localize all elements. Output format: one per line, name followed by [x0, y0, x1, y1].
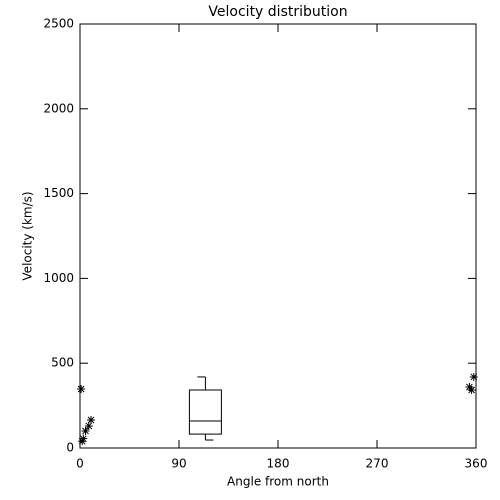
x-tick-label: 270	[366, 457, 389, 471]
point	[465, 382, 474, 391]
chart-title: Velocity distribution	[208, 4, 347, 20]
y-tick-label: 2000	[43, 101, 74, 115]
y-tick-label: 0	[66, 441, 74, 455]
y-tick-label: 1500	[43, 186, 74, 200]
x-axis-label: Angle from north	[227, 475, 329, 489]
point	[87, 416, 95, 425]
x-tick-label: 0	[76, 457, 84, 471]
point	[467, 385, 476, 394]
point	[79, 434, 88, 443]
x-tick-label: 180	[267, 457, 290, 471]
y-tick-label: 500	[51, 356, 74, 370]
point	[77, 384, 86, 393]
y-tick-label: 1000	[43, 271, 74, 285]
point	[81, 427, 90, 436]
point	[78, 437, 87, 446]
y-tick-label: 2500	[43, 17, 74, 31]
y-axis-label: Velocity (km/s)	[21, 191, 35, 280]
plot-frame	[79, 23, 477, 449]
box	[188, 389, 222, 435]
point	[469, 372, 478, 381]
x-tick-label: 90	[171, 457, 186, 471]
x-tick-label: 360	[465, 457, 488, 471]
point	[84, 421, 93, 430]
